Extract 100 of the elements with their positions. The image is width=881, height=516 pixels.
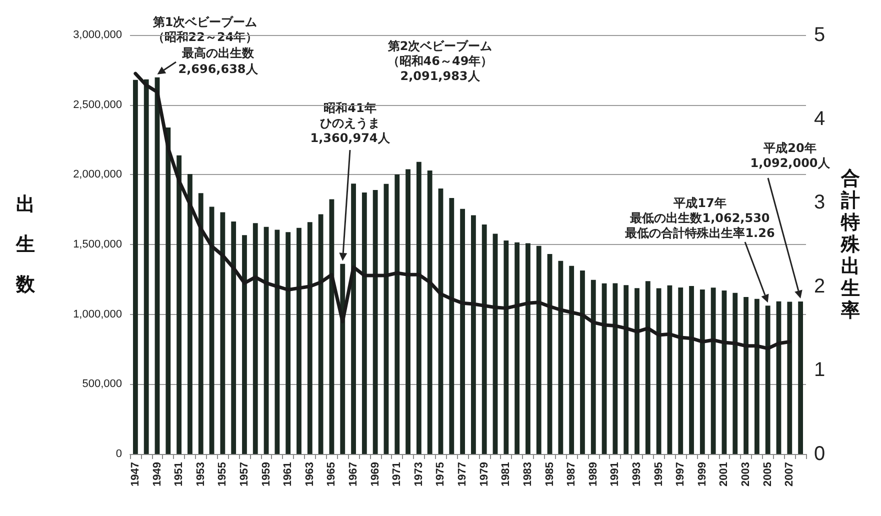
bar — [482, 224, 487, 454]
y2-tick-label: 0 — [814, 443, 826, 465]
y-tick-label: 0 — [116, 448, 122, 460]
annotation: （昭和46～49年） — [387, 54, 493, 68]
x-tick-label: 1969 — [369, 462, 382, 486]
bar — [176, 155, 182, 454]
y-tick-label: 3,000,000 — [73, 29, 122, 41]
y2-tick-label: 4 — [814, 108, 826, 130]
bar — [252, 223, 258, 454]
x-tick-label: 1963 — [304, 462, 316, 486]
bar — [634, 288, 640, 454]
y-tick-label: 1,500,000 — [73, 238, 122, 250]
x-tick-label: 1971 — [391, 462, 404, 486]
bar — [590, 280, 596, 454]
x-tick-label: 2005 — [762, 462, 774, 486]
bar — [133, 80, 138, 454]
annotation: 2,091,983人 — [400, 69, 481, 83]
bar — [416, 162, 422, 454]
y-tick-label: 1,000,000 — [73, 308, 122, 320]
x-tick-label: 1947 — [129, 462, 142, 486]
text: 第1次ベビーブーム — [152, 15, 258, 29]
bar — [318, 214, 324, 454]
x-tick-label: 1995 — [652, 462, 665, 486]
bar — [710, 288, 716, 454]
bar — [744, 297, 748, 454]
bar — [220, 212, 226, 454]
bar — [624, 285, 629, 454]
x-tick-label: 1983 — [522, 462, 534, 486]
annotation: 最高の出生数 — [181, 46, 255, 60]
bar — [558, 260, 564, 454]
y2-tick-label: 5 — [814, 24, 826, 46]
bar — [394, 174, 400, 454]
bar — [765, 306, 770, 454]
x-tick-label: 2007 — [784, 462, 796, 486]
bar — [580, 270, 585, 454]
annotation: 2,696,638人 — [178, 62, 259, 76]
x-tick-label: 1957 — [238, 462, 250, 486]
annotation: 1,360,974人 — [310, 131, 391, 145]
bar — [274, 230, 280, 454]
bar — [144, 79, 149, 454]
bar — [242, 235, 247, 454]
bar — [166, 127, 171, 454]
bar — [384, 184, 389, 454]
annotation: 平成17年 — [672, 196, 726, 210]
annotation: 最低の出生数1,062,530 — [629, 211, 770, 225]
x-tick-label: 1999 — [696, 462, 708, 486]
bar — [689, 286, 694, 454]
bar — [602, 283, 607, 454]
y-tick-label: 2,500,000 — [73, 98, 122, 111]
x-tick-label: 1981 — [500, 462, 512, 486]
bar — [307, 222, 312, 454]
bar — [198, 193, 204, 454]
x-tick-label: 1997 — [674, 462, 687, 486]
bar — [264, 226, 269, 454]
x-tick-label: 1955 — [216, 462, 229, 486]
bar — [471, 215, 476, 454]
x-tick-label: 1989 — [587, 462, 600, 486]
bar — [286, 232, 291, 454]
annotation: 1,092,000人 — [750, 156, 831, 170]
bar — [351, 184, 356, 454]
x-tick-label: 1979 — [478, 462, 490, 486]
x-tick-label: 1987 — [566, 462, 578, 486]
annotation: 最低の合計特殊出生率1.26 — [624, 226, 775, 240]
bar — [514, 242, 520, 454]
annotation: ひのえうま — [320, 116, 380, 130]
y-tick-label: 2,000,000 — [73, 168, 122, 181]
bar — [372, 190, 378, 454]
bar — [438, 188, 444, 454]
y2-tick-label: 1 — [814, 359, 826, 382]
bar — [547, 254, 552, 454]
annotation: 平成20年 — [762, 141, 816, 155]
bar — [526, 243, 530, 454]
y2-tick-label: 2 — [814, 275, 826, 298]
y-axis-title: 出生数 — [15, 194, 36, 296]
bar — [612, 283, 618, 454]
bar — [406, 169, 410, 454]
bar — [340, 264, 346, 454]
bar — [732, 292, 738, 454]
x-tick-label: 2001 — [718, 462, 730, 486]
bar — [492, 234, 498, 454]
bar — [645, 281, 650, 454]
annotation: 第2次ベビーブーム — [386, 39, 492, 53]
x-tick-label: 1967 — [348, 462, 360, 486]
x-tick-label: 1985 — [544, 462, 556, 486]
bar — [536, 246, 542, 454]
bar — [427, 170, 432, 454]
bar — [722, 290, 727, 454]
bar — [754, 298, 760, 454]
bar — [569, 266, 574, 454]
y-tick-label: 500,000 — [82, 378, 122, 390]
bar — [678, 288, 684, 454]
x-tick-label: 1953 — [194, 462, 207, 486]
bar — [231, 221, 236, 454]
x-tick-label: 1975 — [434, 462, 447, 486]
bar — [667, 285, 672, 454]
y2-axis-title: 合計特殊出生率 — [840, 168, 861, 322]
x-tick-label: 1973 — [412, 462, 425, 486]
bar — [656, 288, 662, 454]
x-tick-label: 1965 — [326, 462, 338, 486]
bar — [362, 192, 367, 454]
